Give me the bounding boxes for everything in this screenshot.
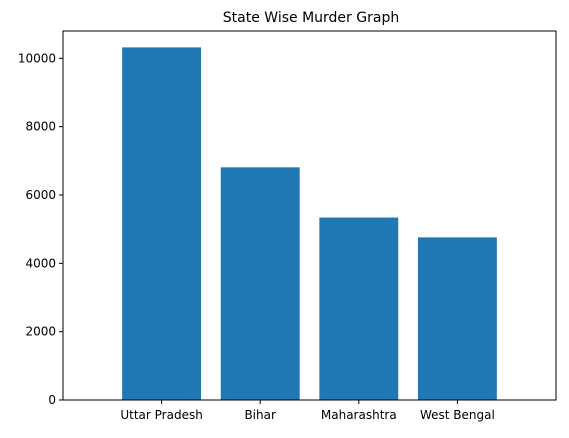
bar-uttar-pradesh: [122, 47, 202, 401]
plot-frame: [62, 30, 557, 401]
bars-layer: [122, 47, 497, 401]
x-tick-label: West Bengal: [420, 408, 495, 422]
bar-maharashtra: [319, 217, 399, 400]
x-tick-label: Maharashtra: [321, 408, 397, 422]
y-axis: 0 2000 4000 6000 8000 10000: [18, 51, 63, 407]
y-tick-label: 2000: [25, 325, 56, 339]
bar-west-bengal: [417, 237, 497, 400]
y-tick-label: 6000: [25, 188, 56, 202]
y-tick-label: 8000: [25, 120, 56, 134]
x-tick-label: Uttar Pradesh: [120, 408, 202, 422]
y-tick-label: 4000: [25, 256, 56, 270]
y-tick-label: 0: [48, 393, 56, 407]
chart-title: State Wise Murder Graph: [223, 10, 399, 26]
bar-bihar: [220, 167, 300, 400]
y-tick-label: 10000: [18, 51, 56, 65]
x-axis: Uttar Pradesh Bihar Maharashtra West Bengal: [120, 400, 495, 422]
x-tick-label: Bihar: [244, 408, 276, 422]
